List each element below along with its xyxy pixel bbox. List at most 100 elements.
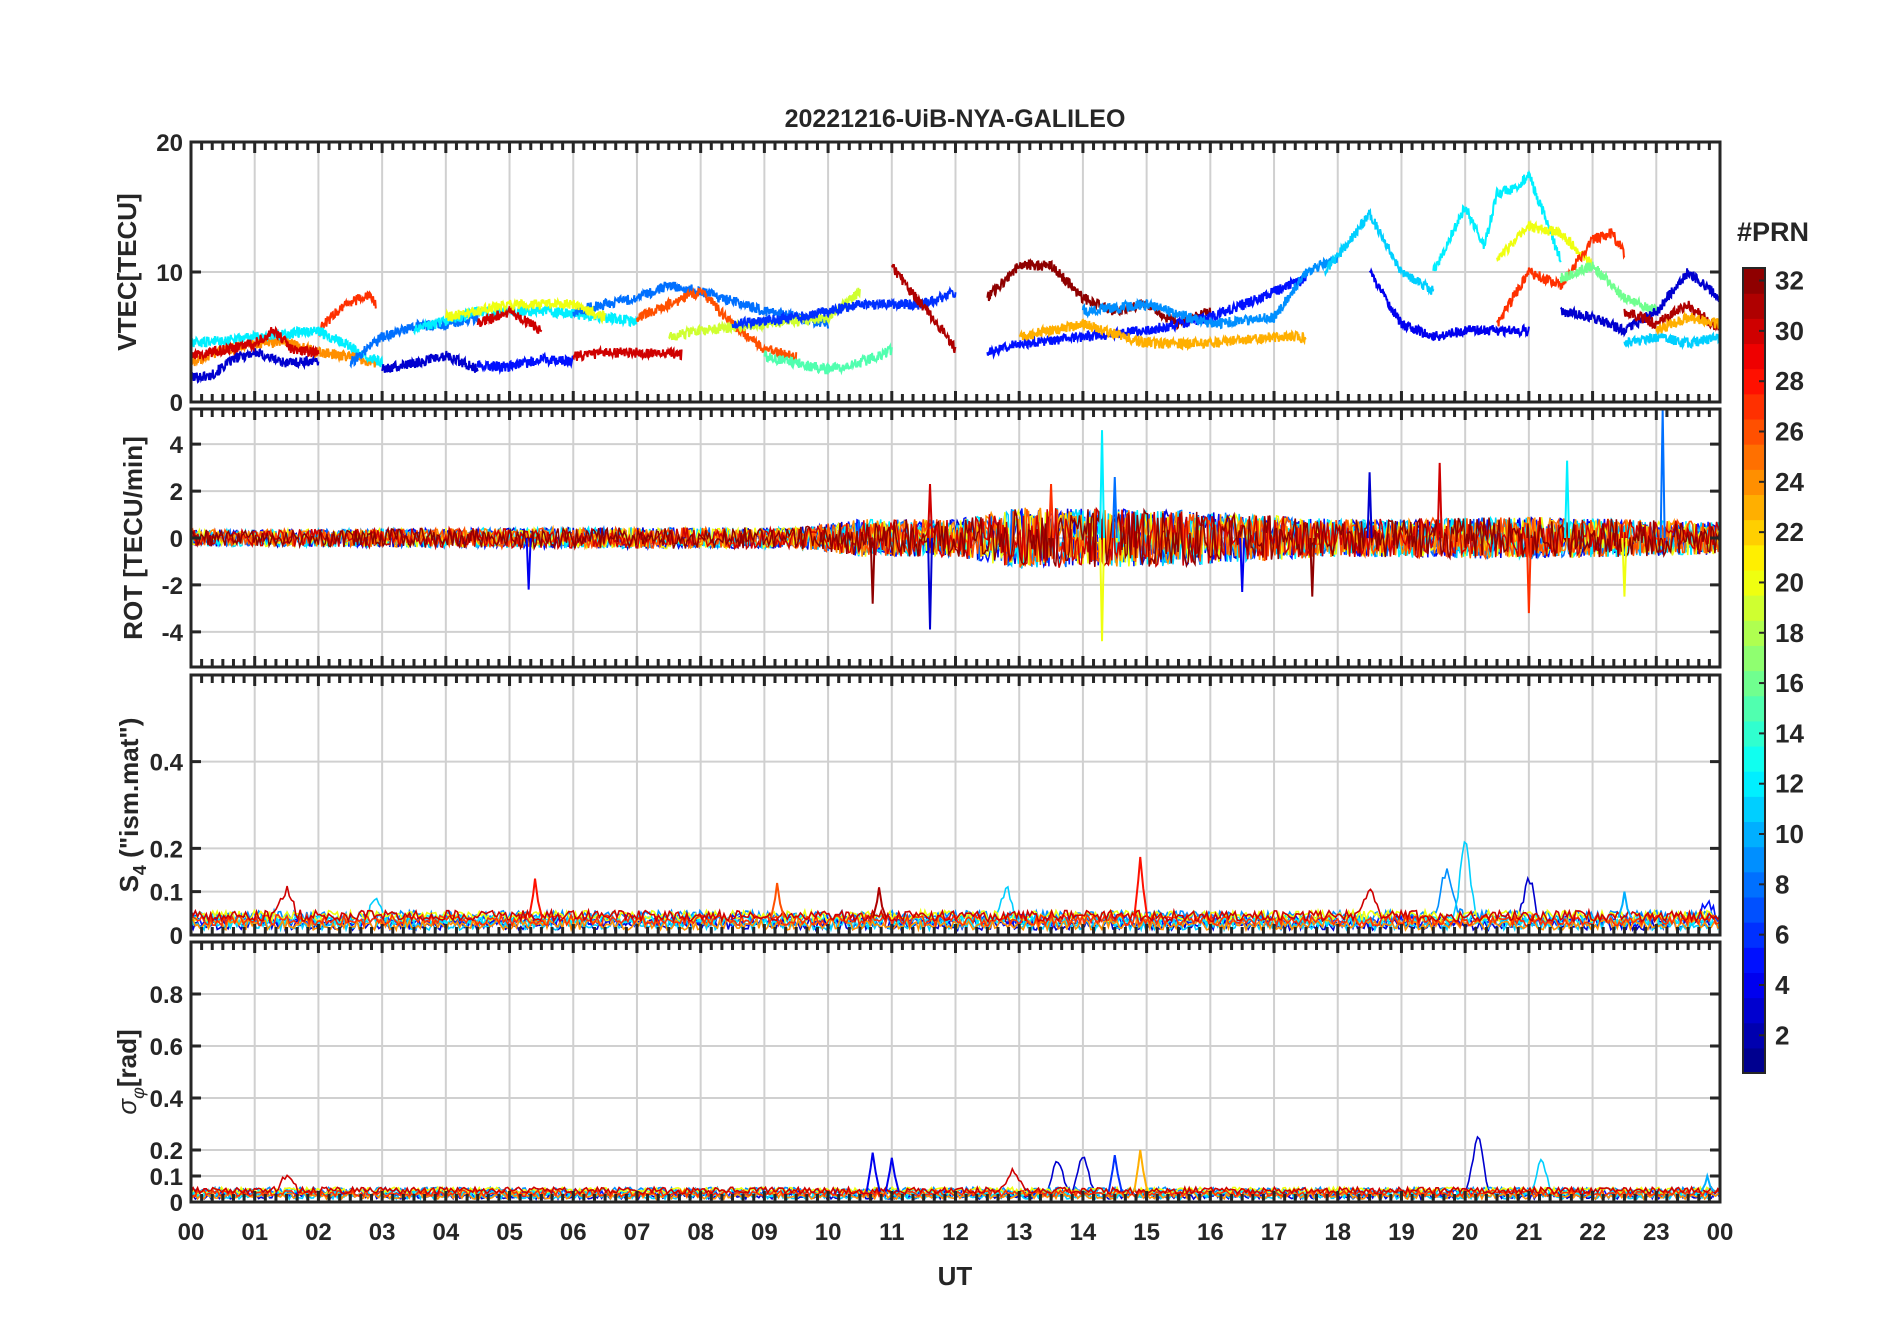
rot-spike <box>1436 462 1443 539</box>
s4-series-prn-30 <box>191 885 1720 925</box>
vtec-series-prn-9 <box>1081 252 1339 330</box>
vtec-series-prn-30 <box>191 325 320 362</box>
s4-series-prn-27 <box>191 911 1720 929</box>
colorbar-tick-label: 24 <box>1775 467 1804 497</box>
colorbar-band <box>1743 745 1765 772</box>
colorbar-band <box>1743 670 1765 697</box>
rot-spike <box>1239 537 1246 592</box>
colorbar-tick-label: 22 <box>1775 517 1804 547</box>
colorbar-tick-label: 10 <box>1775 819 1804 849</box>
vtec-series-prn-26 <box>636 286 798 362</box>
x-tick-label: 04 <box>432 1219 459 1246</box>
colorbar-band <box>1743 418 1765 445</box>
colorbar-band <box>1743 343 1765 370</box>
rot-spike <box>1366 472 1373 539</box>
vtec-series-prn-3 <box>191 347 320 384</box>
y-tick-label: 0 <box>170 526 183 553</box>
colorbar-tick-label: 32 <box>1775 266 1804 296</box>
vtec-series-prn-11 <box>1623 330 1720 351</box>
colorbar-band <box>1743 444 1765 470</box>
peak-prn-28 <box>528 878 543 918</box>
rot-spike <box>869 537 876 604</box>
y-tick-label: -2 <box>162 573 183 600</box>
y-tick-labels: 0 0.1 0.2 0.4 <box>150 750 184 950</box>
colorbar-label: #PRN <box>1737 217 1809 247</box>
peak-prn-10 <box>1700 1172 1716 1193</box>
colorbar-tick-label: 18 <box>1775 618 1804 648</box>
x-tick-label: 15 <box>1133 1219 1160 1246</box>
colorbar-tick-label: 12 <box>1775 769 1804 799</box>
colorbar-tick-label: 14 <box>1775 718 1804 748</box>
y-tick-label: 20 <box>156 130 183 157</box>
y-tick-label: 0 <box>170 1190 183 1217</box>
peak-prn-6 <box>1107 1155 1123 1192</box>
colorbar-tick-label: 4 <box>1775 970 1790 1000</box>
vtec-series-prn-5 <box>986 274 1307 360</box>
x-tick-label: 22 <box>1579 1219 1606 1246</box>
colorbar-band <box>1743 544 1765 571</box>
series-lines <box>191 409 1720 642</box>
axis-frame <box>189 140 1722 404</box>
colorbar-band <box>1743 318 1765 345</box>
colorbar-band <box>1743 972 1765 999</box>
colorbar-tick-label: 16 <box>1775 668 1804 698</box>
x-tick-label: 19 <box>1388 1219 1415 1246</box>
vtec-series-prn-6 <box>731 285 957 331</box>
figure-title: 20221216-UiB-NYA-GALILEO <box>785 105 1126 133</box>
axis-frame <box>189 407 1722 669</box>
y-tick-label: 0.1 <box>150 880 183 907</box>
vtec-series-prn-20 <box>444 296 607 325</box>
y-tick-label: 0.4 <box>150 1086 184 1113</box>
vtec-series-prn-23 <box>1018 318 1307 351</box>
x-tick-label: 09 <box>751 1219 778 1246</box>
x-tick-label: 00 <box>178 1219 205 1246</box>
colorbar-band <box>1743 896 1765 923</box>
vtec-series-prn-31 <box>1623 300 1720 332</box>
axis-frame <box>189 940 1722 1204</box>
colorbar-band <box>1743 695 1765 722</box>
colorbar-band <box>1743 268 1765 294</box>
x-tick-label: 16 <box>1197 1219 1224 1246</box>
vtec-series-prn-11 <box>1324 207 1435 296</box>
x-tick-label: 06 <box>560 1219 587 1246</box>
colorbar-band <box>1743 1047 1765 1074</box>
x-tick-labels: 00 01 02 03 04 05 06 07 08 09 10 11 12 13 14 15 16 17 18 19… <box>178 1219 1734 1246</box>
vtec-series-prn-8 <box>349 310 479 369</box>
colorbar-band <box>1743 720 1765 747</box>
x-tick-label: 14 <box>1070 1219 1097 1246</box>
x-tick-label: 05 <box>496 1219 523 1246</box>
colorbar-band <box>1743 1022 1765 1049</box>
y-axis-label: S4 ("ism.mat") <box>114 718 150 893</box>
x-tick-label: 11 <box>879 1219 904 1246</box>
series-lines <box>191 169 1720 384</box>
y-tick-labels: -4 -2 0 2 4 <box>162 432 184 647</box>
colorbar-band <box>1743 620 1765 646</box>
vtec-series-prn-12 <box>191 325 384 368</box>
x-tick-label: 12 <box>942 1219 969 1246</box>
panel-s4: 0 0.1 0.2 0.4 S4 ("ism.mat") <box>114 673 1722 950</box>
y-tick-label: 0.6 <box>150 1034 183 1061</box>
vtec-series-prn-31 <box>890 263 957 354</box>
y-tick-label: 0.4 <box>150 750 184 777</box>
vtec-series-prn-27 <box>1496 228 1626 327</box>
y-tick-label: 0 <box>170 923 183 950</box>
colorbar-band <box>1743 922 1765 948</box>
colorbar-tick-label: 28 <box>1775 366 1804 396</box>
colorbar-band <box>1743 947 1765 973</box>
x-tick-label: 17 <box>1261 1219 1288 1246</box>
colorbar-band <box>1743 645 1765 672</box>
rot-spike <box>1309 537 1316 597</box>
x-tick-label: 07 <box>624 1219 651 1246</box>
colorbar-band <box>1743 871 1765 898</box>
x-tick-label: 23 <box>1643 1219 1670 1246</box>
tick-marks <box>191 942 1720 1204</box>
panel-rot: -4 -2 0 2 4 ROT [TECU/min] <box>118 407 1722 669</box>
colorbar-tick-label: 6 <box>1775 920 1789 950</box>
axis-frame <box>189 673 1722 937</box>
x-tick-label: 18 <box>1324 1219 1351 1246</box>
vtec-series-prn-27 <box>317 290 377 338</box>
colorbar-band <box>1743 469 1765 496</box>
x-tick-label: 00 <box>1707 1219 1734 1246</box>
